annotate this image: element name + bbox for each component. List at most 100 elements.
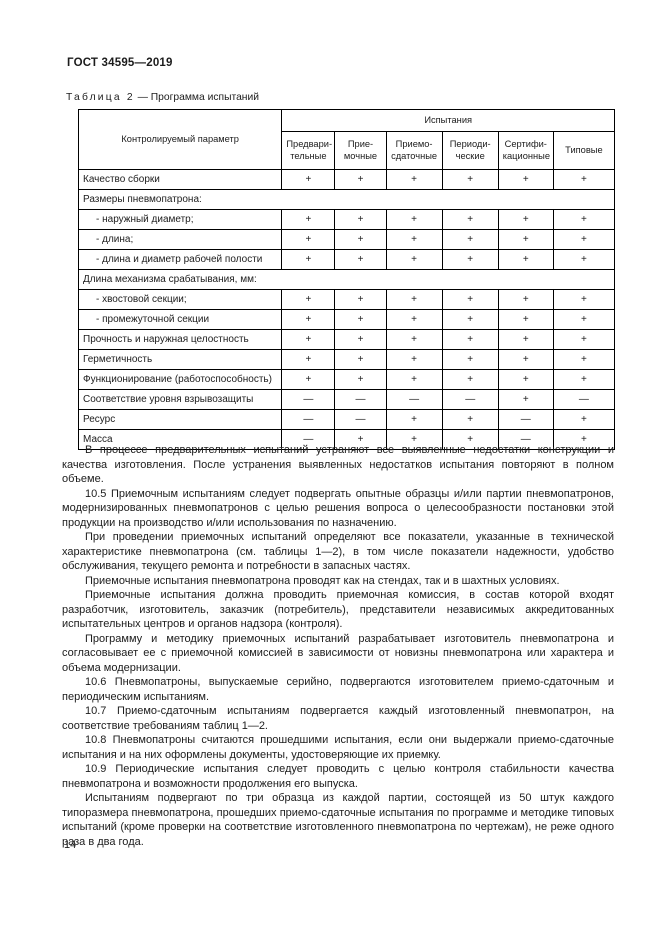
row-value: +: [385, 309, 443, 330]
row-value: +: [497, 389, 554, 410]
table-caption: Таблица 2 — Программа испытаний: [66, 92, 259, 103]
paragraph: 10.8 Пневмопатроны считаются прошедшими …: [62, 734, 614, 761]
column-header: Приемо- сдаточные: [385, 131, 443, 170]
row-value: +: [552, 289, 616, 310]
body-text: В процессе предварительных испытаний уст…: [62, 443, 614, 849]
row-label: - наружный диаметр;: [77, 209, 283, 230]
row-value: +: [441, 289, 499, 310]
row-value: +: [281, 229, 336, 250]
row-label: - промежуточной секции: [77, 309, 283, 330]
row-value: +: [334, 369, 387, 390]
column-header: Периоди- ческие: [441, 131, 499, 170]
row-value: +: [552, 369, 616, 390]
row-value: +: [334, 229, 387, 250]
row-value: +: [497, 329, 554, 350]
table-row: Ресурс — — + + — +: [77, 409, 616, 430]
row-value: +: [281, 169, 336, 190]
row-value: +: [385, 169, 443, 190]
row-value: —: [334, 389, 387, 410]
row-label: - длина;: [77, 229, 283, 250]
row-value: +: [441, 349, 499, 370]
row-label: Герметичность: [77, 349, 283, 370]
row-value: +: [281, 249, 336, 270]
row-value: +: [334, 309, 387, 330]
row-value: —: [281, 409, 336, 430]
column-header: Предвари- тельные: [281, 131, 336, 170]
row-value: +: [334, 289, 387, 310]
row-label: - хвостовой секции;: [77, 289, 283, 310]
row-value: +: [552, 229, 616, 250]
paragraph: 10.6 Пневмопатроны, выпускаемые серийно,…: [62, 676, 614, 703]
standard-code-header: ГОСТ 34595—2019: [67, 57, 173, 69]
row-value: +: [385, 209, 443, 230]
row-value: —: [497, 409, 554, 430]
row-value: +: [497, 369, 554, 390]
row-label: Масса: [77, 429, 283, 450]
row-value: +: [441, 249, 499, 270]
paragraph: Испытаниям подвергают по три образца из …: [62, 792, 614, 848]
table-caption-label: Таблица 2: [66, 92, 135, 103]
row-value: +: [552, 309, 616, 330]
paragraph: Программу и методику приемочных испытани…: [62, 632, 614, 674]
row-value: +: [552, 209, 616, 230]
row-value: +: [385, 349, 443, 370]
row-label: Функционирование (работоспособность): [77, 369, 283, 390]
row-value: —: [385, 389, 443, 410]
row-value: +: [497, 349, 554, 370]
row-value: +: [497, 309, 554, 330]
row-value: +: [552, 429, 616, 450]
row-label: Соответствие уровня взрывозащиты: [77, 389, 283, 410]
column-header: Типовые: [552, 131, 616, 170]
row-label: Прочность и наружная целостность: [77, 329, 283, 350]
row-value: +: [281, 329, 336, 350]
row-value: +: [497, 229, 554, 250]
column-header: Сертифи- кационные: [497, 131, 554, 170]
row-value: +: [385, 329, 443, 350]
paragraph: 10.7 Приемо-сдаточным испытаниям подверг…: [62, 705, 614, 732]
row-value: —: [552, 389, 616, 410]
row-value: +: [441, 309, 499, 330]
paragraph: В процессе предварительных испытаний уст…: [62, 444, 614, 485]
page-number: 14: [64, 839, 77, 851]
table-row: - хвостовой секции; + + + + + +: [77, 289, 616, 310]
row-value: +: [497, 289, 554, 310]
row-value: —: [334, 409, 387, 430]
row-value: +: [385, 249, 443, 270]
row-value: +: [334, 249, 387, 270]
row-value: +: [281, 369, 336, 390]
table-caption-title: — Программа испытаний: [134, 92, 259, 103]
paragraph: Приемочные испытания должна проводить пр…: [62, 589, 614, 630]
row-value: +: [334, 329, 387, 350]
row-value: +: [552, 329, 616, 350]
tests-group-header: Испытания: [281, 109, 615, 132]
row-value: +: [385, 229, 443, 250]
row-value: +: [281, 349, 336, 370]
row-value: —: [441, 389, 499, 410]
row-section-label: Длина механизма срабатывания, мм:: [78, 269, 615, 290]
row-value: +: [334, 169, 387, 190]
row-value: +: [441, 329, 499, 350]
row-value: +: [385, 409, 443, 430]
paragraph: При проведении приемочных испытаний опре…: [62, 531, 614, 572]
table-header-row: Контролируемый параметр Испытания: [77, 109, 615, 170]
table-row: - длина; + + + + + +: [77, 229, 616, 250]
table-row: Длина механизма срабатывания, мм:: [78, 269, 615, 290]
table-row: Масса — + + + — +: [77, 429, 616, 450]
row-value: +: [552, 249, 616, 270]
row-value: +: [385, 369, 443, 390]
row-value: +: [441, 369, 499, 390]
paragraph: Приемочные испытания пневмопатрона прово…: [85, 574, 560, 587]
row-value: +: [281, 209, 336, 230]
row-value: +: [441, 169, 499, 190]
row-value: +: [441, 229, 499, 250]
param-column-header: Контролируемый параметр: [77, 109, 283, 170]
row-value: +: [281, 309, 336, 330]
row-value: +: [497, 209, 554, 230]
row-label: - длина и диаметр рабочей полости: [77, 249, 283, 270]
row-value: +: [497, 169, 554, 190]
table-row: - промежуточной секции + + + + + +: [77, 309, 616, 330]
paragraph: 10.5 Приемочным испытаниям следует подве…: [62, 487, 614, 529]
table-row: Функционирование (работоспособность) + + + +…: [77, 369, 616, 390]
column-header: Прие- мочные: [334, 131, 387, 170]
